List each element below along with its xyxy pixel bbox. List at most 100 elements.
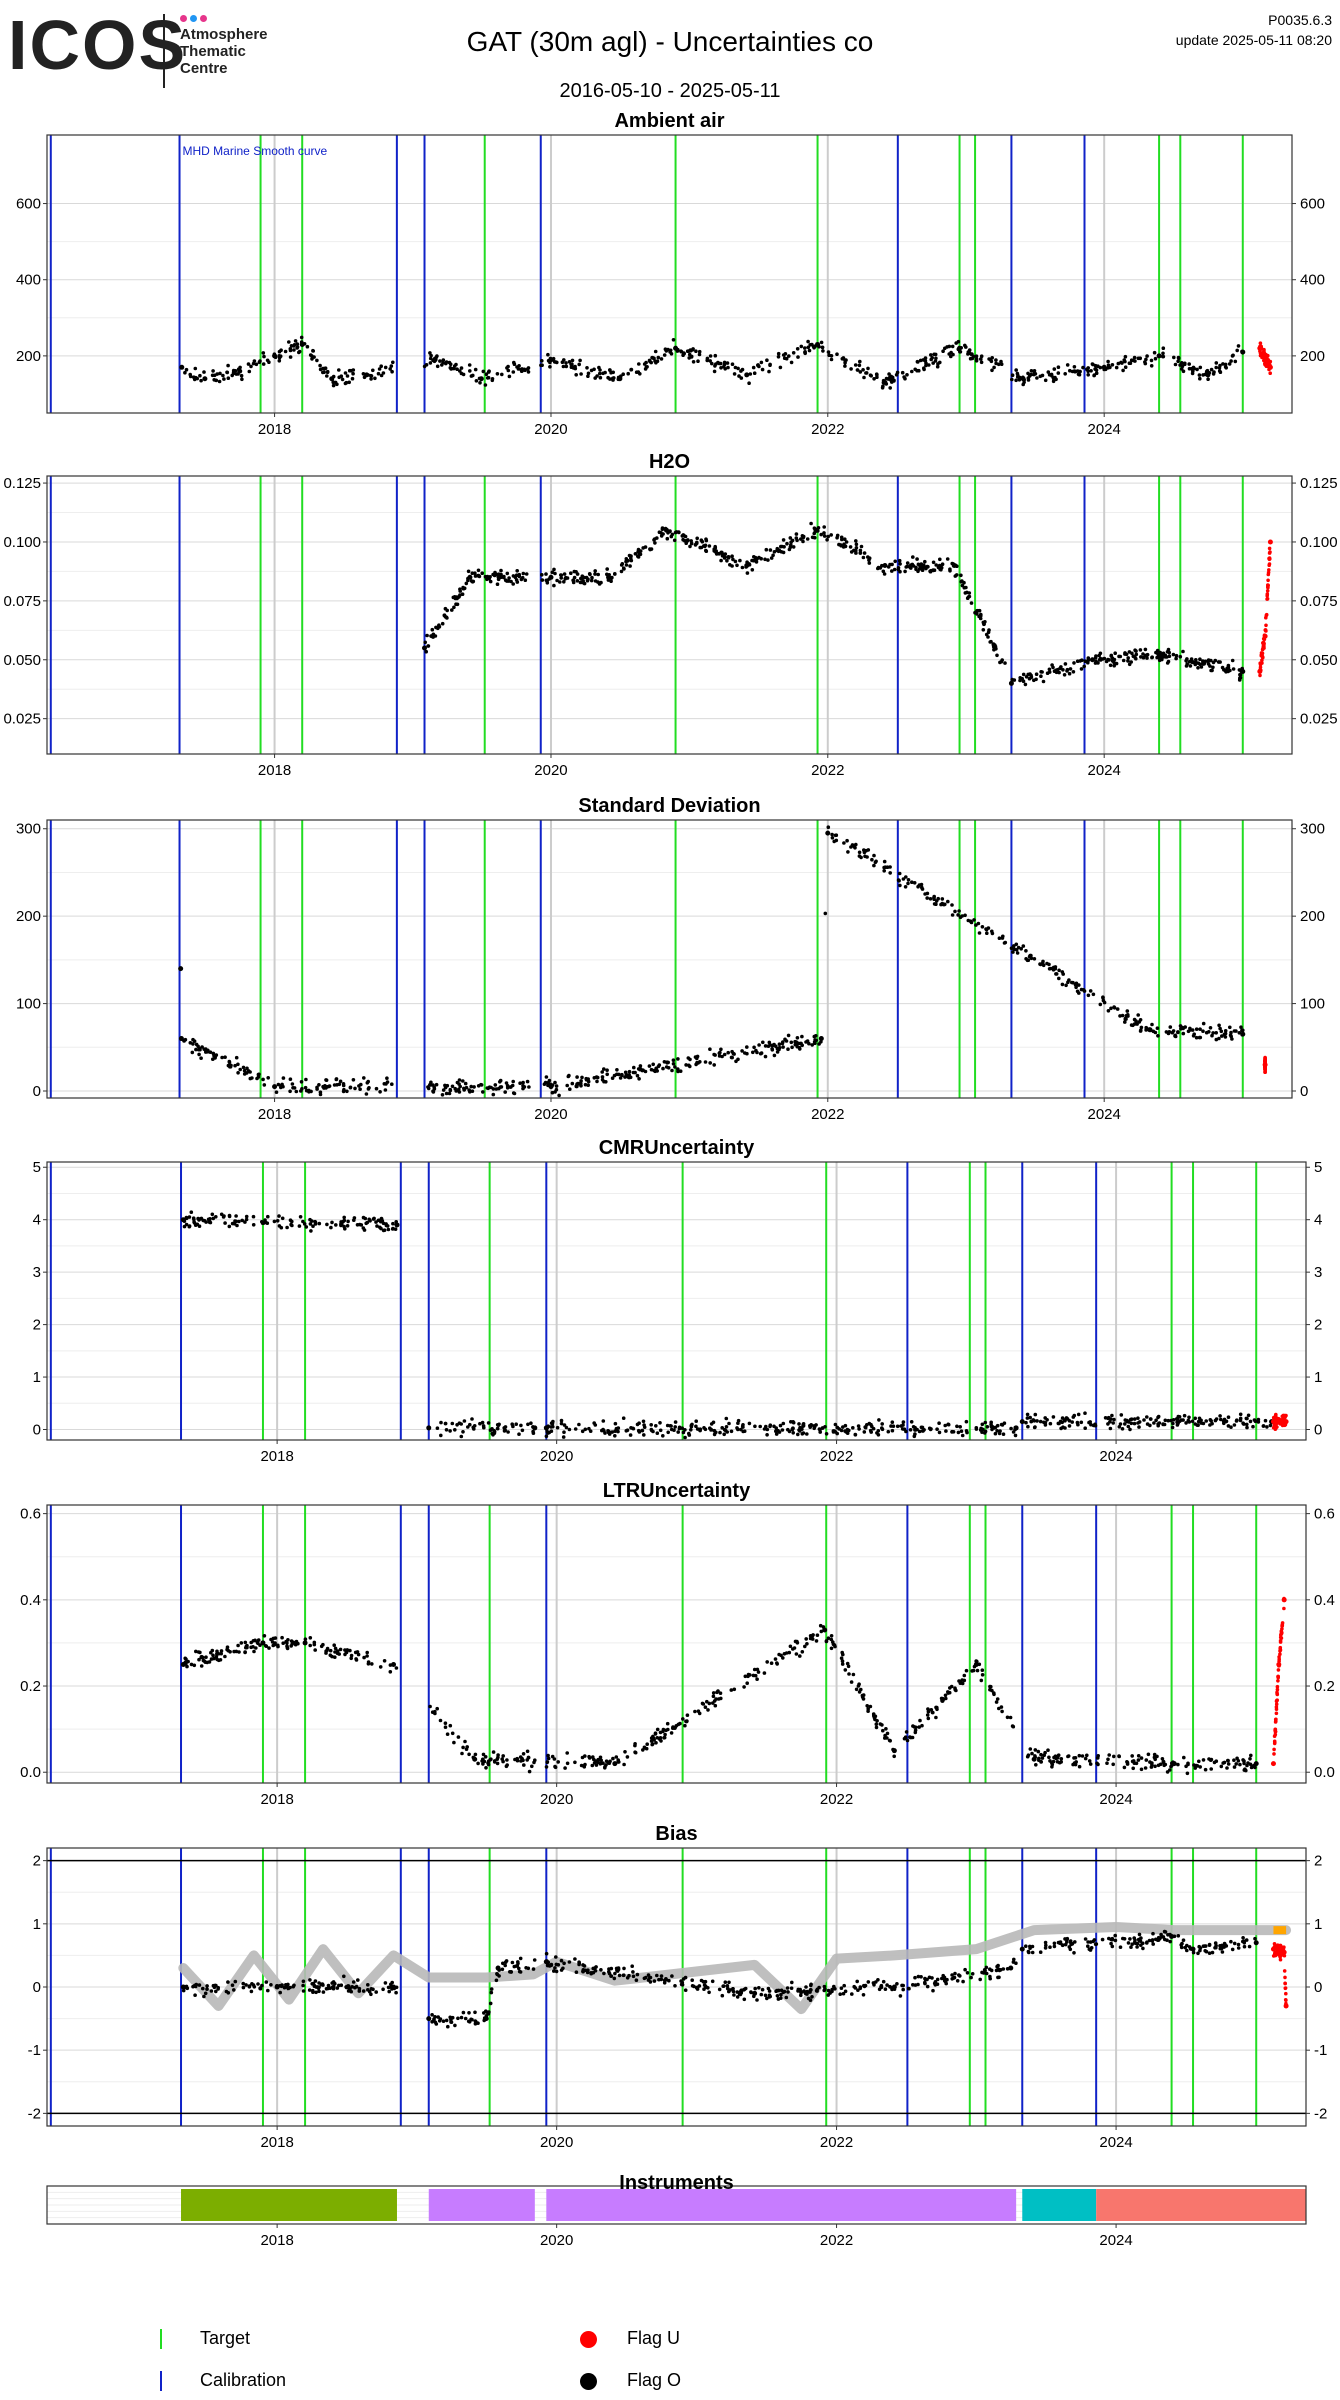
data-point	[349, 1653, 354, 1658]
data-point	[244, 1983, 248, 1987]
data-point	[670, 1068, 674, 1073]
data-point	[264, 1980, 269, 1984]
data-point	[1141, 652, 1145, 656]
data-point	[931, 1988, 935, 1993]
data-point	[1226, 1758, 1230, 1763]
data-point	[544, 1434, 549, 1439]
data-point	[1221, 362, 1225, 366]
data-point	[653, 541, 657, 545]
data-point	[501, 1754, 506, 1758]
data-point	[326, 1983, 331, 1988]
data-point	[1256, 1420, 1261, 1424]
data-point	[693, 1709, 697, 1714]
data-point	[585, 1970, 590, 1975]
data-point	[472, 1424, 477, 1428]
data-point	[1051, 968, 1056, 972]
data-point	[1242, 1944, 1247, 1949]
y-tick-label: 0	[33, 1083, 41, 1100]
y-tick-label: 1	[33, 1369, 41, 1386]
data-point	[751, 1050, 755, 1055]
data-point	[756, 363, 760, 368]
data-point	[1182, 1755, 1186, 1760]
data-point	[1054, 972, 1059, 976]
data-point	[862, 1983, 866, 1988]
data-point	[519, 1423, 523, 1428]
data-point	[1052, 669, 1057, 673]
data-point	[943, 1693, 948, 1698]
data-point	[706, 1986, 710, 1990]
data-point	[891, 1748, 897, 1754]
data-point	[366, 1983, 370, 1987]
data-point	[776, 351, 781, 356]
legend-target: Target	[160, 2328, 250, 2350]
data-point	[1074, 1760, 1078, 1764]
data-point	[240, 1218, 244, 1223]
data-point	[1257, 345, 1263, 351]
data-point	[980, 1970, 984, 1975]
data-point	[295, 346, 299, 350]
data-point	[544, 1765, 549, 1769]
data-point	[904, 875, 908, 879]
data-point	[820, 1426, 825, 1430]
data-point	[830, 1989, 834, 1994]
data-point	[1283, 1975, 1287, 1980]
data-point	[203, 1047, 208, 1051]
data-point	[1201, 373, 1205, 377]
data-point	[798, 1047, 802, 1051]
data-point	[1277, 1417, 1281, 1421]
data-point	[934, 1715, 938, 1720]
data-point	[1128, 1937, 1132, 1941]
data-point	[684, 1719, 689, 1724]
data-point	[789, 543, 793, 547]
data-point	[574, 1970, 579, 1974]
y-tick-label: 0.075	[1300, 593, 1338, 610]
data-point	[1087, 1947, 1092, 1951]
data-point	[1179, 367, 1184, 371]
data-point	[1232, 1941, 1237, 1946]
data-point	[507, 374, 512, 379]
data-point	[770, 1047, 774, 1051]
data-point	[791, 351, 796, 355]
data-point	[1094, 368, 1099, 372]
x-tick-label: 2022	[811, 421, 844, 438]
data-point	[923, 1980, 927, 1985]
logo-sub-line: Atmosphere	[180, 26, 268, 43]
data-point	[673, 1425, 677, 1429]
data-point	[857, 1427, 861, 1431]
data-point	[453, 1086, 458, 1091]
data-point	[390, 369, 394, 374]
data-point	[562, 1961, 566, 1966]
data-point	[990, 368, 994, 373]
data-point	[967, 348, 972, 352]
data-point	[689, 541, 694, 546]
data-point	[853, 1433, 858, 1437]
data-point	[835, 1431, 839, 1436]
data-point	[623, 1075, 627, 1079]
data-point	[1228, 1033, 1233, 1037]
data-point	[712, 1429, 717, 1433]
data-point	[222, 377, 226, 381]
data-point	[348, 1085, 353, 1090]
data-point	[653, 1069, 657, 1074]
data-point	[1134, 652, 1139, 657]
data-point	[765, 1427, 770, 1432]
data-point	[307, 1988, 312, 1992]
data-point	[1244, 1416, 1249, 1421]
data-point	[582, 575, 587, 580]
data-point	[796, 1432, 800, 1437]
data-point	[951, 352, 955, 357]
data-point	[605, 1068, 609, 1072]
data-point	[474, 379, 479, 383]
series-flag-u	[1262, 1055, 1268, 1074]
data-point	[391, 1661, 397, 1667]
data-point	[1242, 1941, 1247, 1945]
data-point	[1023, 682, 1028, 687]
data-point	[864, 371, 869, 375]
data-point	[290, 1219, 294, 1224]
plot-frame	[46, 1847, 1307, 2127]
data-point	[332, 1643, 337, 1647]
y-tick-label: 0.125	[1300, 475, 1338, 492]
data-point	[669, 352, 674, 356]
data-point	[199, 1664, 204, 1668]
data-point	[854, 842, 858, 847]
